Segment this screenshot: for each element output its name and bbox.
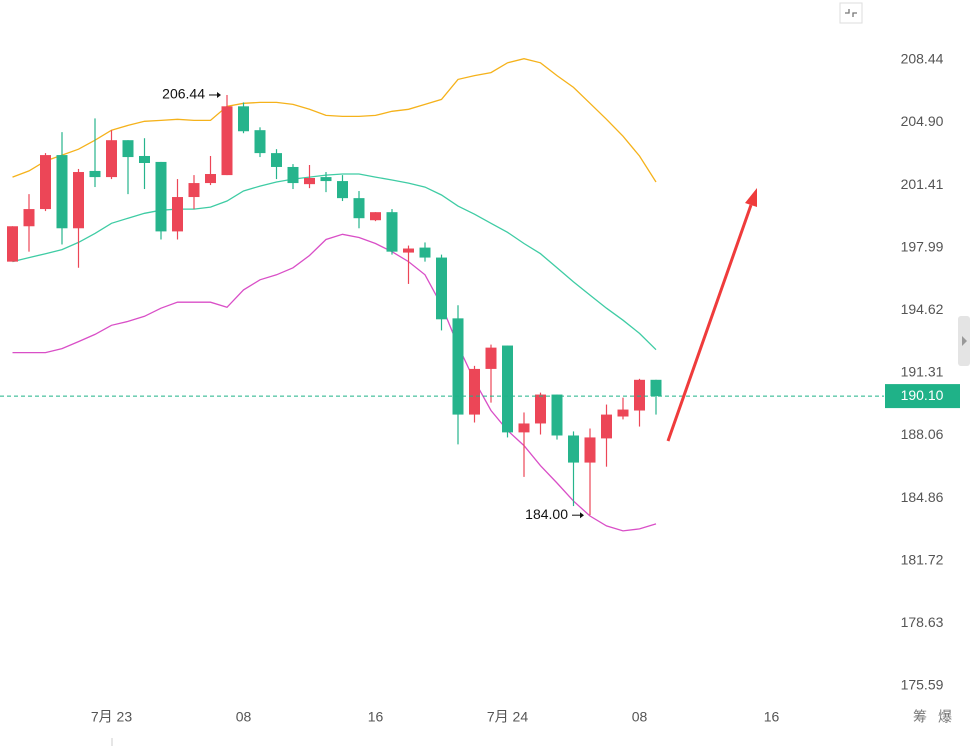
candle-body xyxy=(172,197,183,232)
candle-body xyxy=(617,409,629,417)
candle-body xyxy=(106,140,117,178)
forecast-arrow xyxy=(666,188,757,442)
candle-body xyxy=(601,414,612,439)
x-tick-label: 7月 24 xyxy=(487,709,528,725)
y-tick-label: 191.31 xyxy=(901,364,944,380)
toolbar-label[interactable]: 筹 xyxy=(913,709,927,725)
last-price-box xyxy=(885,384,960,409)
candle-body xyxy=(287,166,299,184)
candle-body xyxy=(535,394,546,424)
candle-body xyxy=(155,161,167,232)
band-line xyxy=(12,173,657,351)
candle-body xyxy=(56,155,68,229)
candle-body xyxy=(254,130,266,154)
candle-body xyxy=(436,257,447,320)
x-tick-label: 08 xyxy=(632,709,648,725)
extreme-label: 206.44 xyxy=(162,86,205,102)
candle-body xyxy=(221,106,233,176)
y-tick-label: 175.59 xyxy=(901,677,944,693)
side-handle-arrow xyxy=(962,336,967,346)
candle-body xyxy=(650,379,662,397)
y-tick-label: 197.99 xyxy=(901,238,944,254)
candle-body xyxy=(634,379,645,411)
toolbar-label[interactable]: 爆 xyxy=(938,709,952,725)
y-tick-label: 184.86 xyxy=(901,489,944,505)
candle-body xyxy=(23,209,35,227)
candle-body xyxy=(304,177,315,185)
y-tick-label: 201.41 xyxy=(901,176,944,192)
candle-body xyxy=(485,347,497,369)
y-tick-label: 181.72 xyxy=(901,551,944,567)
candle-body xyxy=(320,177,332,182)
candle-body xyxy=(353,198,365,219)
candle-body xyxy=(370,212,381,221)
candle-body xyxy=(518,423,530,433)
band-line xyxy=(12,233,657,532)
candle-body xyxy=(40,155,51,210)
y-tick-label: 188.06 xyxy=(901,426,944,442)
candle-body xyxy=(89,170,101,178)
extreme-label: 184.00 xyxy=(525,506,568,522)
extreme-arrow-head xyxy=(217,91,221,98)
candle-body xyxy=(122,140,134,158)
candle-body xyxy=(139,155,150,164)
arrow-shaft xyxy=(666,204,753,442)
icon-glyph xyxy=(845,9,857,17)
candle-body xyxy=(188,183,200,198)
candle-body xyxy=(403,248,414,253)
extreme-arrow-head xyxy=(580,512,584,519)
candle-body xyxy=(452,318,464,415)
last-price-label: 190.10 xyxy=(901,387,944,403)
fullscreen-icon[interactable] xyxy=(839,2,863,24)
y-tick-label: 194.62 xyxy=(901,301,944,317)
candle-body xyxy=(386,212,398,252)
x-tick-label: 16 xyxy=(368,709,384,725)
candle-body xyxy=(584,437,596,463)
x-tick-label: 16 xyxy=(764,709,780,725)
y-tick-label: 208.44 xyxy=(901,50,944,66)
candle-body xyxy=(7,226,18,262)
candle-body xyxy=(73,172,84,229)
candle-body xyxy=(502,345,513,433)
x-tick-label: 08 xyxy=(236,709,252,725)
icon-frame xyxy=(839,2,863,24)
y-tick-label: 204.90 xyxy=(901,113,944,129)
candle-body xyxy=(337,181,348,199)
y-tick-label: 178.63 xyxy=(901,614,944,630)
candle-body xyxy=(205,174,216,184)
candle-body xyxy=(419,247,431,258)
x-tick-label: 7月 23 xyxy=(91,709,132,725)
candle-body xyxy=(469,368,480,415)
arrow-head xyxy=(745,188,757,207)
candle-body xyxy=(568,435,579,463)
band-line xyxy=(12,58,657,183)
candle-body xyxy=(238,106,249,132)
candle-body xyxy=(551,394,563,436)
candle-body xyxy=(271,153,282,167)
